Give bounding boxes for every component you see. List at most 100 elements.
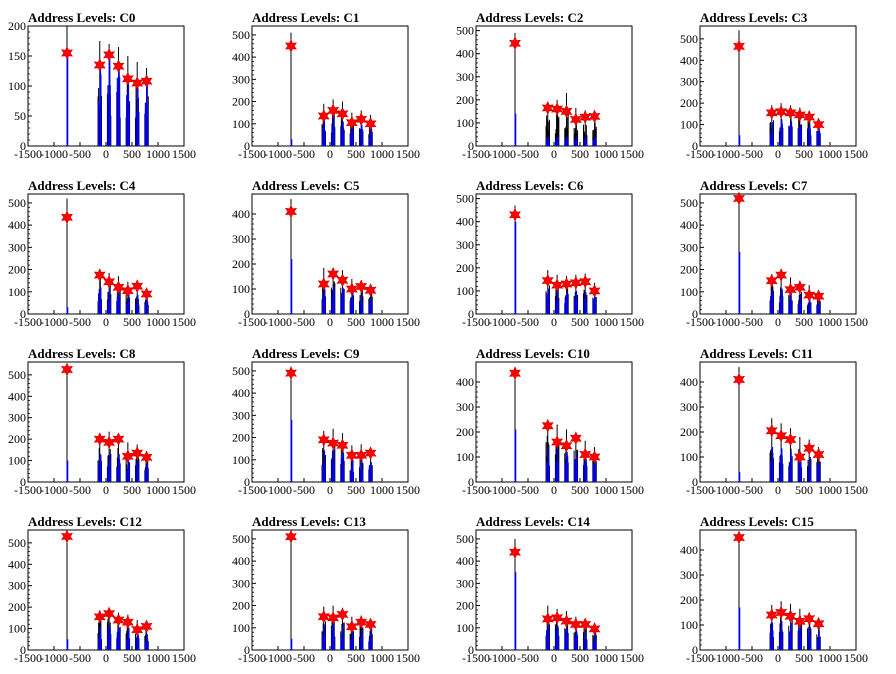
y-tick-label: 400 <box>8 389 26 403</box>
panel-c13: Address Levels: C13 0 100 200 300 400 500 -1500… <box>232 512 438 674</box>
x-tick-label: 0 <box>775 651 781 665</box>
panel-c2: Address Levels: C2 0 100 200 300 400 500 -1500-… <box>456 8 662 170</box>
y-tick-label: 200 <box>456 425 474 439</box>
peak-marker <box>579 110 592 125</box>
y-tick-label: 300 <box>456 238 474 252</box>
peak-marker <box>112 613 125 627</box>
y-tick-label: 300 <box>8 240 26 254</box>
x-tick-label: 1500 <box>396 483 420 497</box>
y-tick-label: 300 <box>456 576 474 590</box>
peak-marker <box>588 621 601 636</box>
chart-title: Address Levels: C0 <box>28 10 135 25</box>
y-tick-label: 400 <box>8 218 26 232</box>
panel-c11: Address Levels: C11 0 100 200 300 400 -1500 -10… <box>680 344 886 506</box>
panel-c12: Address Levels: C12 0 100 200 300 400 500 -1500… <box>8 512 214 674</box>
peak-marker <box>327 103 340 118</box>
panel-c15: Address Levels: C15 0 100 200 300 400 -1500 -10… <box>680 512 886 674</box>
peak-marker <box>569 112 582 127</box>
x-tick-label: -1500 <box>462 651 490 665</box>
x-tick-label: -1500 <box>14 147 42 161</box>
peak-marker <box>793 108 806 122</box>
y-tick-label: 400 <box>232 386 250 400</box>
y-tick-label: 0 <box>244 643 250 657</box>
y-tick-label: 200 <box>8 19 26 33</box>
y-tick-label: 100 <box>8 79 26 93</box>
peak-marker <box>103 435 116 450</box>
peak-marker <box>560 614 573 629</box>
peak-marker <box>541 101 554 115</box>
peak-marker <box>509 36 521 51</box>
x-tick-label: -1000 <box>712 315 740 329</box>
peak-marker <box>803 110 816 124</box>
y-tick-label: 50 <box>14 109 26 123</box>
y-tick-label: 0 <box>692 475 698 489</box>
peak-marker <box>733 530 745 545</box>
peak-marker <box>317 109 330 123</box>
x-tick-label: 1000 <box>370 483 394 497</box>
chart-title: Address Levels: C11 <box>700 346 813 361</box>
peak-marker <box>327 436 340 451</box>
y-tick-label: 500 <box>456 24 474 38</box>
panel-c0: Address Levels: C0 0 50 100 150 200 -1500 -1000… <box>8 8 214 170</box>
peak-marker <box>509 545 521 560</box>
y-tick-label: 400 <box>456 554 474 568</box>
y-tick-label: 500 <box>232 28 250 42</box>
plot-frame <box>251 25 409 147</box>
peak-marker <box>140 287 153 301</box>
y-tick-label: 400 <box>232 554 250 568</box>
y-tick-label: 0 <box>468 307 474 321</box>
y-tick-label: 200 <box>8 432 26 446</box>
peak-marker <box>317 432 330 447</box>
chart-svg: Address Levels: C15 0 100 200 300 400 -1500-10… <box>680 514 868 665</box>
x-tick-label: 1500 <box>396 315 420 329</box>
peak-marker <box>803 611 816 626</box>
x-tick-label: 1500 <box>172 147 196 161</box>
peak-marker <box>812 616 825 631</box>
y-tick-label: 300 <box>8 579 26 593</box>
peak-marker <box>93 609 106 624</box>
y-tick-label: 500 <box>232 532 250 546</box>
peak-marker <box>784 432 797 447</box>
x-tick-label: -500 <box>293 147 315 161</box>
y-tick-label: 0 <box>468 139 474 153</box>
chart-title: Address Levels: C14 <box>476 514 590 529</box>
peak-marker <box>327 267 340 281</box>
x-tick-label: 0 <box>775 483 781 497</box>
x-tick-label: 1500 <box>172 315 196 329</box>
x-tick-label: -1000 <box>712 147 740 161</box>
peak-marker <box>765 273 778 288</box>
peak-marker <box>140 619 153 634</box>
y-tick-label: 300 <box>456 400 474 414</box>
panel-c10: Address Levels: C10 0 100 200 300 400 -1500 -10… <box>456 344 662 506</box>
x-tick-label: 1500 <box>396 651 420 665</box>
panel-c7: Address Levels: C7 0 100 200 300 400 500 -1500-… <box>680 176 886 338</box>
peak-marker <box>560 104 573 119</box>
peak-marker <box>775 104 788 119</box>
peak-marker <box>541 418 554 433</box>
x-tick-label: -500 <box>69 147 91 161</box>
y-tick-label: 200 <box>232 599 250 613</box>
peak-marker <box>765 608 778 622</box>
peak-marker <box>784 105 797 120</box>
x-tick-label: -500 <box>517 651 539 665</box>
x-tick-label: -1000 <box>40 315 68 329</box>
peak-marker <box>355 448 368 463</box>
peak-marker <box>336 106 349 121</box>
peak-marker <box>285 529 297 544</box>
peak-marker <box>285 204 297 219</box>
x-tick-label: -1000 <box>40 483 68 497</box>
peak-marker <box>793 614 806 629</box>
y-tick-label: 100 <box>8 285 26 299</box>
x-tick-label: -1500 <box>238 651 266 665</box>
y-tick-label: 100 <box>680 285 698 299</box>
peak-marker <box>579 274 592 289</box>
peak-marker <box>560 438 573 453</box>
y-tick-label: 0 <box>20 475 26 489</box>
x-tick-label: 0 <box>551 315 557 329</box>
chart-svg: Address Levels: C40100200300400500-1500-… <box>8 178 196 329</box>
y-tick-label: 300 <box>456 70 474 84</box>
peak-marker <box>61 46 73 60</box>
x-tick-label: -500 <box>69 315 91 329</box>
plot-frame <box>27 361 185 483</box>
